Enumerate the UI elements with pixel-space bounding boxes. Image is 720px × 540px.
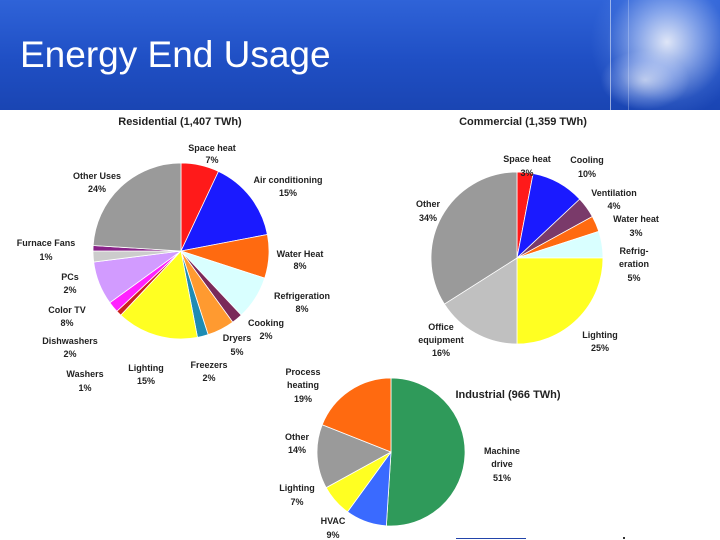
res-pct-washers: 1% xyxy=(78,383,91,393)
residential-slice-other-uses xyxy=(92,162,182,252)
res-label-space-heat: Space heat xyxy=(188,143,236,153)
res-pct-cooking: 2% xyxy=(259,331,272,341)
com-label-office-2: equipment xyxy=(418,335,464,345)
ind-label-process-1: Process xyxy=(285,367,320,377)
title-banner: Energy End Usage xyxy=(0,0,720,110)
res-pct-dryers: 5% xyxy=(230,347,243,357)
res-pct-dishwashers: 2% xyxy=(63,349,76,359)
ind-label-other: Other xyxy=(285,432,310,442)
commercial-slice-other xyxy=(430,171,518,305)
com-label-lighting: Lighting xyxy=(582,330,618,340)
ind-label-machine-1: Machine xyxy=(484,446,520,456)
res-label-cooking: Cooking xyxy=(248,318,284,328)
res-label-refrigeration: Refrigeration xyxy=(274,291,330,301)
residential-labels: Space heat 7% Air conditioning 15% Water… xyxy=(17,143,330,393)
ind-pct-hvac: 9% xyxy=(326,530,339,540)
residential-slice-lighting xyxy=(120,250,198,340)
com-label-water-heat: Water heat xyxy=(613,214,659,224)
industrial-labels: Process heating 19% Other 14% Lighting 7… xyxy=(279,367,520,540)
res-label-lighting: Lighting xyxy=(128,363,164,373)
commercial-pie xyxy=(430,171,604,345)
res-pct-furnace-fans: 1% xyxy=(39,252,52,262)
residential-title: Residential (1,407 TWh) xyxy=(118,116,242,128)
res-label-dryers: Dryers xyxy=(223,333,252,343)
com-pct-office: 16% xyxy=(432,348,450,358)
ind-pct-process: 19% xyxy=(294,394,312,404)
res-pct-color-tv: 8% xyxy=(60,318,73,328)
com-pct-refrigeration: 5% xyxy=(627,273,640,283)
res-pct-pcs: 2% xyxy=(63,285,76,295)
res-pct-lighting: 15% xyxy=(137,376,155,386)
industrial-title: Industrial (966 TWh) xyxy=(455,389,560,401)
res-label-other-uses: Other Uses xyxy=(73,171,121,181)
res-label-freezers: Freezers xyxy=(190,360,227,370)
com-pct-cooling: 10% xyxy=(578,169,596,179)
res-label-furnace-fans: Furnace Fans xyxy=(17,238,76,248)
com-pct-lighting: 25% xyxy=(591,343,609,353)
ind-label-process-2: heating xyxy=(287,380,319,390)
res-pct-refrigeration: 8% xyxy=(295,304,308,314)
industrial-slice-process-heating xyxy=(321,377,392,453)
res-pct-freezers: 2% xyxy=(202,373,215,383)
res-label-pcs: PCs xyxy=(61,272,79,282)
res-label-washers: Washers xyxy=(66,369,103,379)
ind-pct-other: 14% xyxy=(288,445,306,455)
residential-slice-air-conditioning xyxy=(180,170,268,252)
hyperlink-underline xyxy=(456,538,526,539)
res-label-air-conditioning: Air conditioning xyxy=(254,175,323,185)
page-marker-dot xyxy=(623,537,625,539)
ind-pct-machine: 51% xyxy=(493,473,511,483)
com-pct-water-heat: 3% xyxy=(629,228,642,238)
res-pct-water-heat: 8% xyxy=(293,261,306,271)
com-label-refrigeration-1: Refrig- xyxy=(620,246,649,256)
industrial-pie xyxy=(316,377,466,527)
commercial-labels: Space heat 3% Cooling 10% Ventilation 4%… xyxy=(416,154,659,358)
com-label-office-1: Office xyxy=(428,322,454,332)
res-label-water-heat: Water Heat xyxy=(277,249,324,259)
res-label-dishwashers: Dishwashers xyxy=(42,336,98,346)
com-pct-ventilation: 4% xyxy=(607,201,620,211)
com-pct-space-heat: 3% xyxy=(520,168,533,178)
commercial-slice-lighting xyxy=(516,257,604,345)
com-label-refrigeration-2: eration xyxy=(619,259,649,269)
cloud-image-2 xyxy=(600,50,690,110)
res-pct-space-heat: 7% xyxy=(205,155,218,165)
ind-pct-lighting: 7% xyxy=(290,497,303,507)
com-label-other: Other xyxy=(416,199,441,209)
commercial-title: Commercial (1,359 TWh) xyxy=(459,116,587,128)
com-label-cooling: Cooling xyxy=(570,155,604,165)
com-label-ventilation: Ventilation xyxy=(591,188,637,198)
res-label-color-tv: Color TV xyxy=(48,305,86,315)
res-pct-air-conditioning: 15% xyxy=(279,188,297,198)
ind-label-hvac: HVAC xyxy=(321,516,346,526)
page-title: Energy End Usage xyxy=(20,34,331,75)
industrial-slice-machine-drive xyxy=(385,377,466,527)
ind-label-lighting: Lighting xyxy=(279,483,315,493)
com-label-space-heat: Space heat xyxy=(503,154,551,164)
res-pct-other-uses: 24% xyxy=(88,184,106,194)
industrial-slice-other xyxy=(316,424,392,489)
residential-pie xyxy=(92,162,270,340)
com-pct-other: 34% xyxy=(419,213,437,223)
ind-label-machine-2: drive xyxy=(491,459,513,469)
commercial-slice-office-equipment xyxy=(443,257,518,345)
